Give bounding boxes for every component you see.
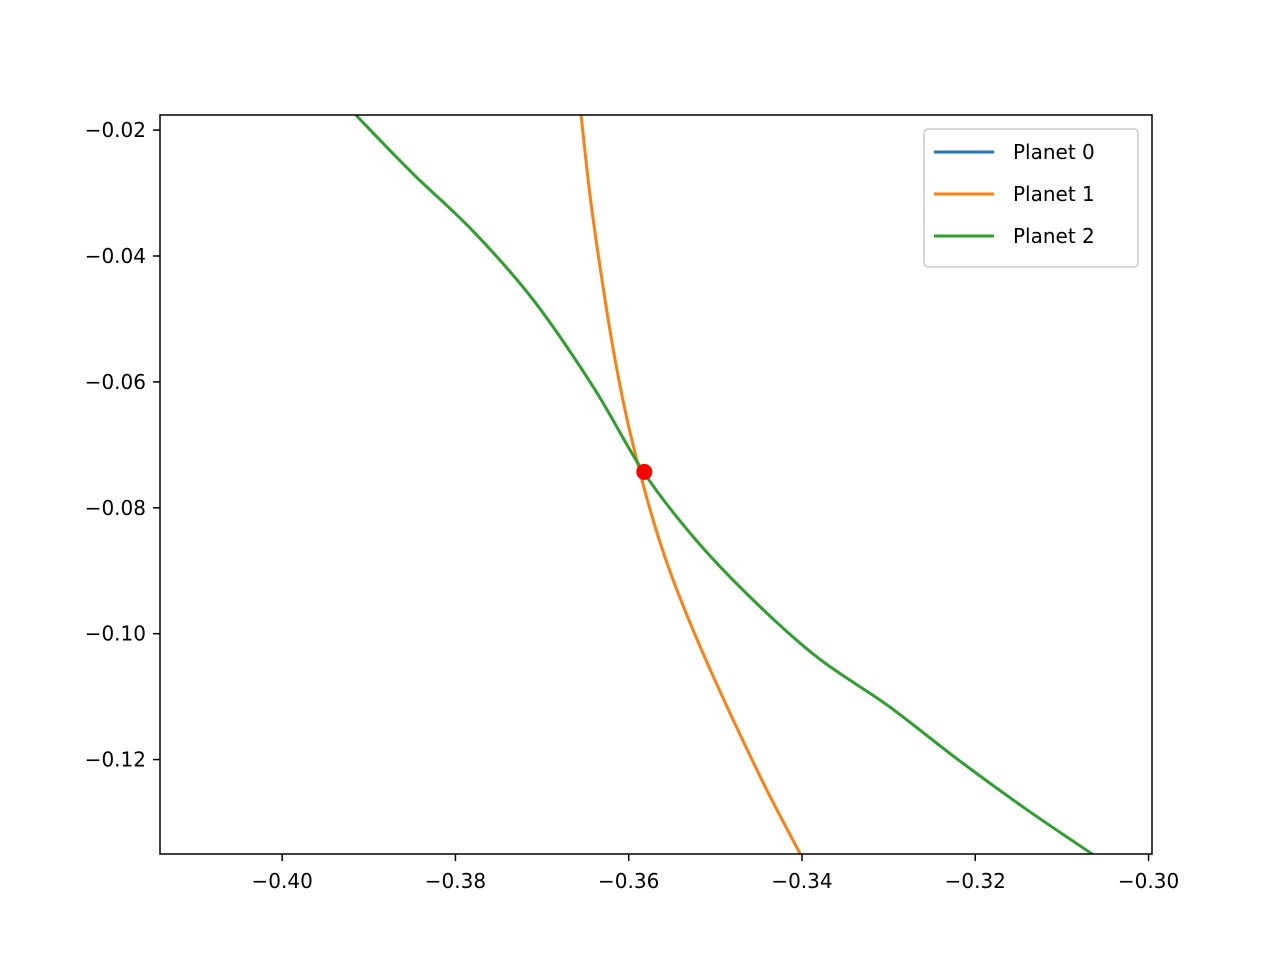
y-tick-label: −0.10 xyxy=(85,622,146,646)
y-tick-label: −0.04 xyxy=(85,244,146,268)
y-tick-label: −0.02 xyxy=(85,118,146,142)
legend-box xyxy=(923,128,1139,268)
series-line-planet-1 xyxy=(579,115,802,854)
x-tick-label: −0.38 xyxy=(425,869,486,893)
y-axis: −0.02 −0.04 −0.06 −0.08 −0.10 −0.12 xyxy=(85,118,160,772)
legend-label-planet-2: Planet 2 xyxy=(1013,224,1095,248)
x-tick-label: −0.32 xyxy=(945,869,1006,893)
x-tick-label: −0.34 xyxy=(771,869,832,893)
legend-label-planet-1: Planet 1 xyxy=(1013,182,1095,206)
x-tick-label: −0.40 xyxy=(252,869,313,893)
marker-layer xyxy=(636,463,653,480)
legend: Planet 0 Planet 1 Planet 2 xyxy=(923,128,1139,268)
plot-frame xyxy=(159,114,1153,855)
series-line-planet-2 xyxy=(354,115,1094,854)
y-tick-label: −0.12 xyxy=(85,748,146,772)
legend-label-planet-0: Planet 0 xyxy=(1013,140,1095,164)
x-tick-label: −0.36 xyxy=(598,869,659,893)
x-axis: −0.40 −0.38 −0.36 −0.34 −0.32 −0.30 xyxy=(252,854,1179,893)
x-tick-label: −0.30 xyxy=(1118,869,1179,893)
intersection-marker xyxy=(636,463,653,480)
y-tick-label: −0.06 xyxy=(85,370,146,394)
y-tick-label: −0.08 xyxy=(85,496,146,520)
series-layer xyxy=(354,115,1094,854)
